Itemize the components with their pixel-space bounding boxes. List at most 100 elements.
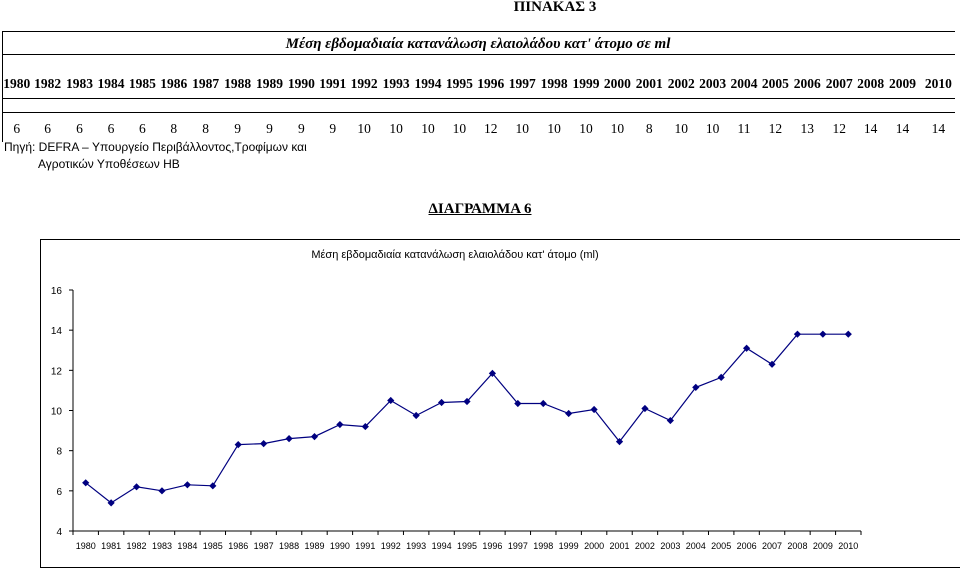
y-tick-label: 14 (51, 326, 63, 337)
data-point (539, 399, 547, 408)
value-cell: 10 (674, 121, 688, 136)
x-tick-label: 1985 (203, 541, 223, 551)
year-cell: 1986 (160, 76, 188, 91)
x-tick-label: 1988 (279, 541, 299, 551)
year-cell: 1991 (319, 76, 347, 91)
x-tick-label: 2004 (686, 541, 706, 551)
data-point (336, 420, 344, 429)
value-cell: 14 (931, 121, 946, 136)
x-tick-label: 2001 (610, 541, 630, 551)
x-tick-label: 1986 (228, 541, 248, 551)
value-cell: 10 (357, 121, 371, 136)
year-cell: 2003 (699, 76, 727, 91)
value-cell: 6 (138, 121, 146, 136)
data-point (107, 499, 115, 507)
x-tick-label: 2008 (787, 541, 807, 551)
y-tick-label: 4 (56, 527, 62, 538)
y-tick-label: 16 (51, 286, 63, 297)
diagram-heading: ΔΙΑΓΡΑΜΜΑ 6 (428, 201, 532, 217)
year-cell: 1989 (255, 76, 283, 91)
data-point (82, 479, 90, 487)
value-cell: 8 (645, 121, 653, 136)
value-cell: 8 (170, 121, 178, 136)
data-point (310, 433, 319, 441)
value-cell: 10 (389, 121, 403, 136)
x-tick-label: 2006 (737, 541, 757, 551)
y-tick-label: 8 (56, 447, 62, 458)
data-point (209, 482, 217, 490)
x-tick-label: 1981 (101, 541, 121, 551)
data-point (565, 409, 573, 418)
series-line (85, 333, 849, 504)
data-point (768, 360, 776, 368)
data-point (615, 438, 624, 446)
year-cell: 1984 (97, 76, 125, 91)
source-line: Πηγή: DEFRA – Υπουργείο Περιβάλλοντος,Τρ… (4, 140, 307, 154)
data-point (437, 398, 446, 407)
x-tick-label: 2007 (762, 541, 782, 551)
year-cell: 1980 (3, 76, 31, 91)
table-years-row: 1980 1982 1983 1984 1985 1986 1987 1988 1989 1990… (2, 76, 958, 92)
year-cell: 2004 (730, 76, 758, 91)
year-cell: 1998 (540, 76, 568, 91)
x-tick-label: 2010 (838, 541, 858, 551)
x-tick-label: 1996 (482, 541, 502, 551)
year-cell: 1993 (382, 76, 410, 91)
value-cell: 12 (768, 121, 783, 136)
value-cell: 6 (13, 121, 21, 136)
value-cell: 10 (421, 121, 435, 136)
x-tick-label: 2005 (711, 541, 731, 551)
value-cell: 10 (579, 121, 593, 136)
x-tick-label: 1989 (304, 541, 324, 551)
year-cell: 1992 (350, 76, 378, 91)
data-point (692, 383, 700, 392)
x-tick-label: 1991 (355, 541, 375, 551)
x-tick-label: 2000 (584, 541, 604, 551)
x-tick-label: 1987 (254, 541, 274, 551)
year-cell: 1982 (34, 76, 62, 91)
x-tick-label: 1994 (432, 541, 452, 551)
data-point (666, 416, 674, 425)
year-cell: 1988 (224, 76, 252, 91)
value-cell: 9 (329, 121, 337, 136)
x-tick-label: 1982 (127, 541, 147, 551)
data-point (743, 344, 751, 352)
year-cell: 2009 (889, 76, 916, 91)
x-tick-label: 1990 (330, 541, 350, 551)
x-tick-label: 2009 (813, 541, 833, 551)
data-point (590, 405, 598, 414)
year-cell: 2005 (761, 76, 789, 91)
value-cell: 10 (547, 121, 561, 136)
x-tick-label: 1984 (177, 541, 197, 551)
value-cell: 9 (266, 121, 273, 136)
data-point (844, 330, 852, 338)
x-tick-label: 1997 (508, 541, 528, 551)
value-cell: 6 (44, 121, 52, 136)
year-cell: 1999 (572, 76, 600, 91)
data-point (234, 441, 242, 449)
value-cell: 10 (452, 121, 467, 136)
value-cell: 10 (515, 121, 529, 136)
table-rule (3, 98, 955, 99)
table-rule (3, 112, 955, 113)
value-cell: 13 (800, 121, 815, 136)
x-tick-label: 1983 (152, 541, 172, 551)
x-tick-label: 2002 (635, 541, 655, 551)
y-tick-label: 6 (56, 487, 62, 498)
value-cell: 9 (297, 121, 305, 136)
data-point (412, 411, 420, 420)
table-source: Πηγή: DEFRA – Υπουργείο Περιβάλλοντος,Τρ… (4, 139, 307, 173)
data-point (132, 483, 141, 491)
value-cell: 9 (234, 121, 241, 136)
data-point (183, 481, 191, 489)
value-cell: 14 (863, 121, 878, 136)
data-point (641, 404, 649, 413)
value-cell: 8 (202, 121, 210, 136)
data-point (387, 396, 395, 405)
x-tick-label: 1980 (76, 541, 96, 551)
table-rule (3, 54, 955, 55)
chart-title: Μέση εβδομαδιαία κατανάλωση ελαιολάδου κ… (311, 249, 598, 261)
value-cell: 10 (610, 121, 625, 136)
x-tick-label: 1999 (559, 541, 579, 551)
data-point (361, 422, 369, 431)
